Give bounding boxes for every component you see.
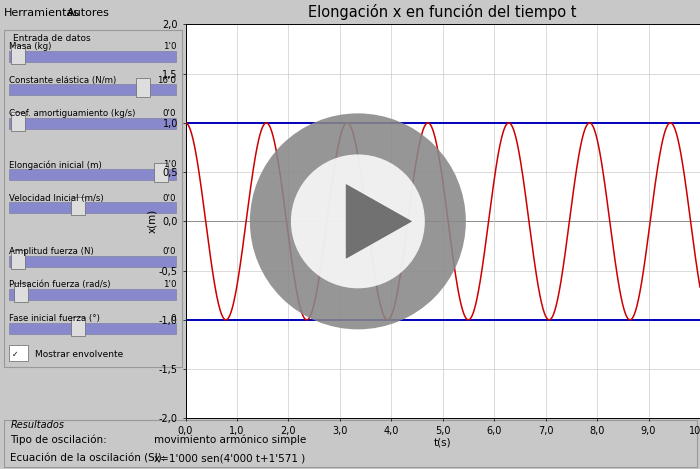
Text: Ecuación de la oscilación (SI):: Ecuación de la oscilación (SI):: [10, 454, 166, 464]
Text: 16'0: 16'0: [158, 76, 176, 84]
Text: Autores: Autores: [66, 8, 109, 18]
Text: Tipo de oscilación:: Tipo de oscilación:: [10, 435, 107, 445]
FancyBboxPatch shape: [71, 197, 85, 215]
FancyBboxPatch shape: [10, 45, 25, 64]
Text: x=1'000 sen(4'000 t+1'571 ): x=1'000 sen(4'000 t+1'571 ): [154, 454, 305, 464]
Text: movimiento armónico simple: movimiento armónico simple: [154, 435, 307, 445]
Text: Pulsación fuerza (rad/s): Pulsación fuerza (rad/s): [9, 280, 111, 289]
FancyBboxPatch shape: [154, 163, 168, 182]
Text: Herramientas: Herramientas: [4, 8, 80, 18]
FancyBboxPatch shape: [9, 169, 176, 180]
Text: 0'0: 0'0: [162, 247, 176, 256]
FancyBboxPatch shape: [14, 283, 28, 302]
Text: 0'0: 0'0: [162, 194, 176, 203]
Text: Coef. amortiguamiento (kg/s): Coef. amortiguamiento (kg/s): [9, 109, 136, 118]
Text: 1'0: 1'0: [162, 160, 176, 169]
FancyBboxPatch shape: [9, 118, 176, 129]
Title: Elongación x en función del tiempo t: Elongación x en función del tiempo t: [309, 4, 577, 21]
Text: Amplitud fuerza (N): Amplitud fuerza (N): [9, 247, 94, 256]
Text: 1'0: 1'0: [162, 42, 176, 51]
Text: Entrada de datos: Entrada de datos: [13, 34, 90, 43]
FancyBboxPatch shape: [71, 317, 85, 336]
Text: Resultados: Resultados: [10, 420, 64, 430]
Text: Constante elástica (N/m): Constante elástica (N/m): [9, 76, 116, 84]
Text: 1'0: 1'0: [162, 280, 176, 289]
FancyBboxPatch shape: [9, 51, 176, 62]
FancyBboxPatch shape: [9, 346, 28, 361]
Text: Mostrar envolvente: Mostrar envolvente: [35, 350, 123, 359]
Text: 0: 0: [171, 314, 176, 323]
Text: Velocidad Inicial (m/s): Velocidad Inicial (m/s): [9, 194, 104, 203]
FancyBboxPatch shape: [4, 420, 696, 467]
X-axis label: t(s): t(s): [434, 438, 452, 447]
Text: Fase inicial fuerza (°): Fase inicial fuerza (°): [9, 314, 100, 323]
FancyBboxPatch shape: [4, 30, 182, 367]
FancyBboxPatch shape: [9, 256, 176, 267]
FancyBboxPatch shape: [9, 203, 176, 213]
FancyBboxPatch shape: [10, 112, 25, 131]
FancyBboxPatch shape: [136, 78, 150, 97]
Text: ✓: ✓: [12, 350, 18, 359]
FancyBboxPatch shape: [10, 250, 25, 269]
FancyBboxPatch shape: [9, 289, 176, 300]
Text: Masa (kg): Masa (kg): [9, 42, 52, 51]
FancyBboxPatch shape: [9, 84, 176, 95]
Text: 0'0: 0'0: [162, 109, 176, 118]
FancyBboxPatch shape: [9, 323, 176, 333]
Text: Elongación inicial (m): Elongación inicial (m): [9, 160, 102, 170]
Y-axis label: x(m): x(m): [148, 209, 158, 234]
